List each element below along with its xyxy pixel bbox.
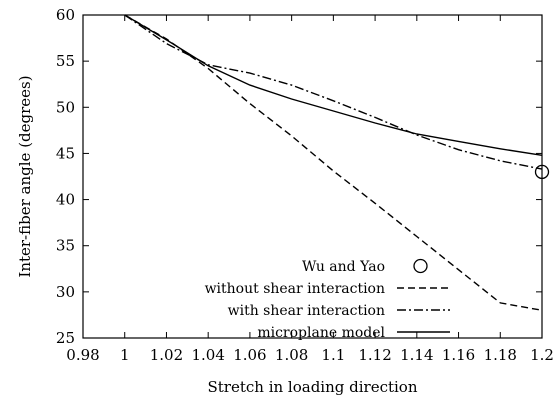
x-tick-label: 1.18	[484, 346, 517, 364]
x-tick-label: 1.1	[321, 346, 345, 364]
legend-sample-wu-and-yao	[413, 258, 428, 274]
x-tick-label: 1.02	[150, 346, 183, 364]
y-tick-label: 55	[56, 52, 75, 70]
x-tick-label: 1.06	[233, 346, 266, 364]
y-tick-label: 40	[56, 191, 75, 209]
microplane-model-line	[124, 14, 543, 156]
x-tick-label: 1.16	[442, 346, 475, 364]
x-tick-label: 0.98	[66, 346, 99, 364]
x-tick-label: 1.12	[358, 346, 391, 364]
with-shear-interaction-line	[124, 14, 543, 170]
legend-label-microplane-model: microplane model	[257, 325, 385, 341]
x-tick-label: 1.14	[400, 346, 433, 364]
wu-and-yao-marker	[534, 164, 550, 180]
legend-label-wu-and-yao: Wu and Yao	[302, 259, 385, 275]
y-axis-title: Inter-fiber angle (degrees)	[16, 75, 34, 277]
y-tick-label: 50	[56, 98, 75, 116]
y-tick-label: 25	[56, 329, 75, 347]
y-tick-label: 35	[56, 237, 75, 255]
x-tick-label: 1	[120, 346, 130, 364]
y-tick-label: 45	[56, 144, 75, 162]
x-tick-label: 1.2	[530, 346, 554, 364]
y-tick-label: 60	[56, 6, 75, 24]
y-tick-label: 30	[56, 283, 75, 301]
x-tick-label: 1.08	[275, 346, 308, 364]
legend-label-with-shear-interaction: with shear interaction	[228, 303, 385, 319]
without-shear-interaction-line	[124, 14, 543, 311]
legend-label-without-shear-interaction: without shear interaction	[205, 281, 385, 297]
plot-frame	[82, 14, 543, 339]
x-tick-label: 1.04	[191, 346, 224, 364]
x-axis-title: Stretch in loading direction	[208, 378, 418, 396]
